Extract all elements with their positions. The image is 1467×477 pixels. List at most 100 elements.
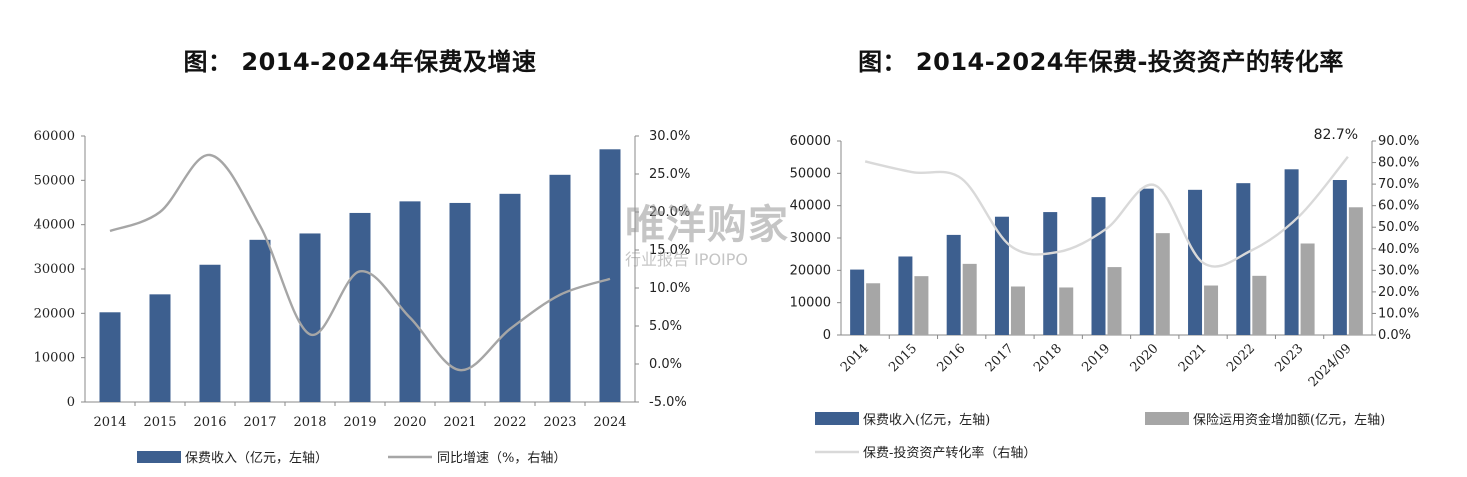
line-conversion-rate: [864, 155, 1349, 268]
y-left-tick-label: 40000: [34, 218, 75, 233]
bar-premium: [299, 233, 321, 402]
bar-investment-increase: [1107, 267, 1122, 335]
bar-investment-increase: [866, 283, 881, 335]
bar-investment-increase: [1252, 275, 1267, 335]
y-left-tick-label: 10000: [34, 351, 75, 366]
legend-label-premium: 保费收入（亿元，左轴）: [185, 451, 328, 466]
chart-title-left: 图： 2014-2024年保费及增速: [183, 48, 537, 76]
chart-panel-premium-growth: 图： 2014-2024年保费及增速 0 10000 20000 30000 40000…: [0, 0, 720, 477]
x-tick-label: 2023: [543, 415, 576, 430]
bar-investment-increase: [962, 263, 977, 335]
y-right-tick-label: 50.0%: [1378, 220, 1419, 235]
x-tick-label: 2015: [886, 341, 920, 375]
bar-investment-increase: [1204, 285, 1219, 335]
bar-premium: [1236, 183, 1251, 335]
bar-premium: [946, 234, 961, 335]
y-right-tick-label: 30.0%: [1378, 263, 1419, 278]
x-tick-label: 2017: [983, 341, 1017, 375]
x-tick-label: 2022: [493, 415, 526, 430]
x-tick-label: 2020: [1128, 341, 1162, 375]
y-left-tick-label: 50000: [34, 173, 75, 188]
bar-premium: [499, 193, 521, 402]
y-right-tick-label: 0.0%: [649, 357, 682, 372]
y-left-tick-label: 10000: [790, 296, 831, 311]
y-right-tick-label: 80.0%: [1378, 156, 1419, 171]
y-left-tick-label: 30000: [34, 262, 75, 277]
bar-premium: [1284, 169, 1299, 335]
chart-premium-growth: 0 10000 20000 30000 40000 50000 60000 -5.0% 0.0%…: [34, 129, 691, 466]
bar-investment-increase: [1010, 286, 1025, 335]
chart-title-right: 图： 2014-2024年保费-投资资产的转化率: [858, 48, 1344, 76]
x-tick-label: 2018: [293, 415, 326, 430]
bar-investment-increase: [1059, 287, 1074, 335]
legend-label-growth: 同比增速（%，右轴）: [437, 451, 566, 466]
y-right-tick-label: 5.0%: [649, 319, 682, 334]
y-left-tick-label: 50000: [790, 166, 831, 181]
y-right-tick-label: 20.0%: [649, 205, 690, 220]
x-tick-label: 2023: [1272, 341, 1306, 375]
bar-premium: [1091, 197, 1106, 335]
y-right-tick-label: 60.0%: [1378, 199, 1419, 214]
y-right-tick-label: 90.0%: [1378, 134, 1419, 149]
x-tick-label: 2018: [1031, 341, 1065, 375]
legend-swatch-premium: [137, 451, 181, 463]
chart-conversion-rate: 0 10000 20000 30000 40000 50000 60000 0.0% 10.0%…: [790, 127, 1420, 461]
legend-label-conversion: 保费-投资资产转化率（右轴）: [863, 445, 1036, 461]
x-tick-label: 2022: [1224, 341, 1258, 375]
bar-premium: [249, 239, 271, 402]
y-left-tick-label: 30000: [790, 231, 831, 246]
x-tick-label: 2015: [143, 415, 176, 430]
bar-premium: [599, 149, 621, 402]
y-left-tick-label: 0: [67, 395, 75, 410]
y-right-tick-label: 20.0%: [1378, 285, 1419, 300]
bar-premium: [399, 201, 421, 402]
bar-premium: [898, 256, 913, 335]
x-tick-label: 2024: [593, 415, 626, 430]
bar-premium: [1188, 189, 1203, 335]
y-left-tick-label: 20000: [34, 306, 75, 321]
x-tick-label: 2024/09: [1306, 341, 1355, 390]
bar-premium: [1043, 212, 1058, 335]
bar-premium: [850, 269, 865, 335]
legend-label-premium: 保费收入(亿元，左轴): [863, 413, 990, 428]
legend-swatch-premium: [815, 412, 859, 425]
x-tick-label: 2021: [1176, 341, 1210, 375]
y-right-tick-label: 25.0%: [649, 167, 690, 182]
x-tick-label: 2021: [443, 415, 476, 430]
x-tick-label: 2016: [935, 341, 969, 375]
bar-premium: [994, 216, 1009, 335]
x-tick-label: 2019: [343, 415, 376, 430]
bar-premium: [349, 212, 371, 402]
bar-investment-increase: [914, 276, 929, 335]
annotation-latest-rate: 82.7%: [1314, 127, 1358, 143]
y-right-tick-label: 10.0%: [649, 281, 690, 296]
x-tick-label: 2020: [393, 415, 426, 430]
chart-panel-conversion-rate: 图： 2014-2024年保费-投资资产的转化率 0 10000 20000 3000…: [735, 0, 1467, 477]
line-growth-rate: [109, 153, 611, 372]
bar-premium: [99, 312, 121, 402]
y-right-tick-label: 15.0%: [649, 243, 690, 258]
x-tick-label: 2014: [93, 415, 126, 430]
x-tick-label: 2017: [243, 415, 276, 430]
y-right-tick-label: 10.0%: [1378, 306, 1419, 321]
y-left-tick-label: 0: [823, 328, 831, 343]
bar-premium: [149, 294, 171, 402]
legend-swatch-investment: [1145, 412, 1189, 425]
bar-premium: [549, 174, 571, 402]
bar-investment-increase: [1348, 207, 1363, 335]
x-tick-label: 2016: [193, 415, 226, 430]
bar-premium: [449, 202, 471, 402]
y-left-tick-label: 20000: [790, 263, 831, 278]
y-right-tick-label: 70.0%: [1378, 177, 1419, 192]
bar-premium: [199, 264, 221, 402]
bar-investment-increase: [1300, 243, 1315, 335]
bar-investment-increase: [1155, 233, 1170, 335]
y-right-tick-label: -5.0%: [649, 395, 687, 410]
legend-label-investment: 保险运用资金增加额(亿元，左轴): [1193, 412, 1385, 428]
y-right-tick-label: 0.0%: [1378, 328, 1411, 343]
bar-premium: [1139, 188, 1154, 335]
x-tick-label: 2014: [838, 341, 872, 375]
y-left-tick-label: 60000: [34, 129, 75, 144]
bar-premium: [1332, 180, 1347, 335]
x-tick-label: 2019: [1079, 341, 1113, 375]
